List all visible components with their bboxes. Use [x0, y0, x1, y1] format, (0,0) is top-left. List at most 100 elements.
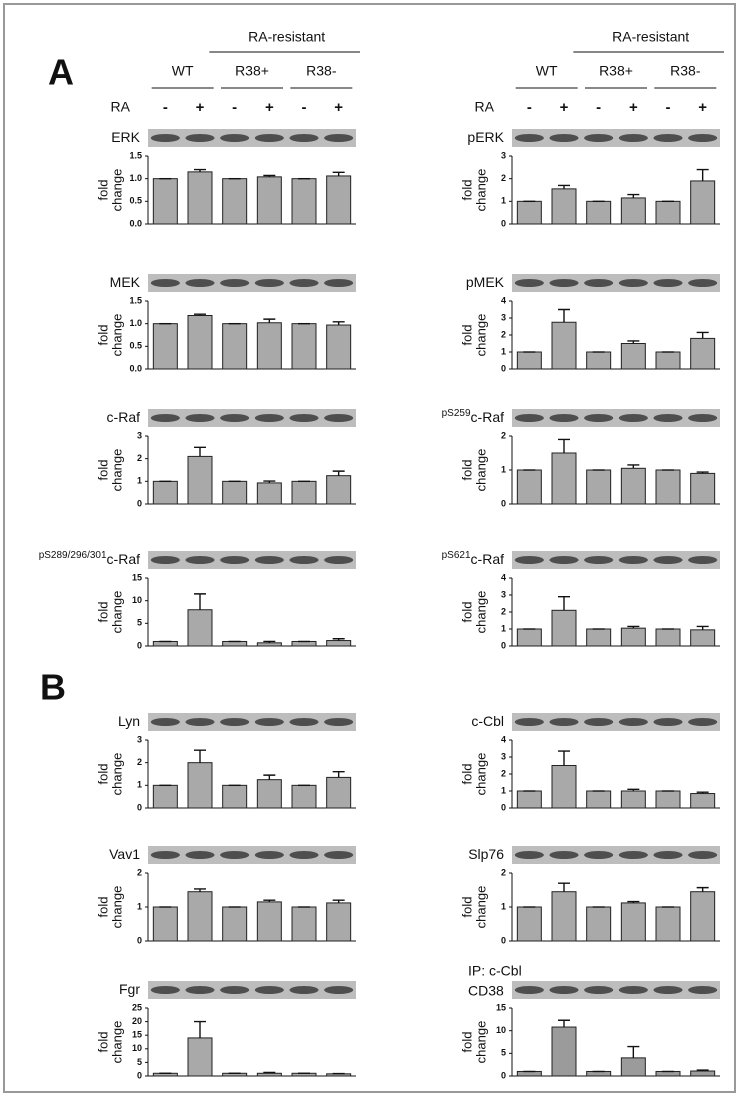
- treatment: -: [666, 99, 671, 116]
- blot-band: [324, 134, 354, 142]
- blot-band: [254, 134, 284, 142]
- bar: [620, 467, 646, 505]
- error-bar: [194, 1020, 206, 1038]
- blot-band: [584, 851, 614, 859]
- blot-band: [220, 556, 250, 564]
- y-tick-label: 4: [501, 734, 506, 744]
- error-bar: [627, 193, 640, 198]
- blot-band: [220, 986, 250, 994]
- blot-band: [549, 851, 579, 859]
- bar: [187, 171, 213, 225]
- y-axis-label: change: [109, 169, 124, 212]
- y-tick-label: 0.0: [129, 363, 142, 373]
- blot-label: Vav1: [109, 846, 140, 862]
- y-tick-label: 0: [137, 1070, 142, 1080]
- blot-label: Slp76: [468, 846, 504, 862]
- blot-band: [289, 279, 319, 287]
- bar: [256, 482, 282, 505]
- bar: [690, 472, 716, 505]
- blot: [512, 274, 720, 292]
- blot: [512, 981, 720, 999]
- blot-label: CD38: [468, 983, 504, 999]
- blot-band: [618, 134, 648, 142]
- blot-note: IP: c-Cbl: [468, 963, 522, 979]
- bar: [291, 480, 317, 505]
- error-bar: [696, 791, 709, 794]
- y-tick-label: 2: [501, 329, 506, 339]
- blot-band: [514, 414, 544, 422]
- group-name: R38+: [599, 63, 633, 79]
- bar: [256, 176, 282, 225]
- y-tick-label: 3: [501, 150, 506, 160]
- blot-label: Lyn: [118, 713, 140, 729]
- blot-band: [150, 986, 180, 994]
- y-tick-label: 15: [132, 572, 142, 582]
- treatment: -: [527, 99, 532, 116]
- blot-label-name: pMEK: [466, 274, 505, 290]
- blot-band: [618, 556, 648, 564]
- y-tick-label: 0: [501, 498, 506, 508]
- error-bar: [263, 318, 276, 323]
- y-tick-label: 0: [501, 1070, 506, 1080]
- error-bar: [194, 593, 206, 610]
- bar: [152, 480, 178, 505]
- blot-label-name: c-Cbl: [471, 713, 504, 729]
- treatment: -: [302, 99, 307, 116]
- blot-band: [549, 556, 579, 564]
- bar: [256, 779, 282, 809]
- blot-band: [584, 279, 614, 287]
- bar: [291, 323, 317, 370]
- bar: [620, 627, 646, 647]
- blot-band: [254, 851, 284, 859]
- error-bar: [558, 1019, 570, 1028]
- error-bar: [194, 168, 206, 172]
- bar: [551, 891, 577, 942]
- error-bar: [194, 749, 206, 763]
- blot-band: [688, 414, 718, 422]
- blot-label: pS259c-Raf: [442, 408, 504, 425]
- y-axis-label: change: [109, 314, 124, 357]
- y-tick-label: 2: [501, 430, 506, 440]
- treatment: +: [629, 99, 638, 116]
- blot-band: [653, 986, 683, 994]
- bar: [256, 642, 282, 647]
- blot: [512, 129, 720, 147]
- y-axis-label: fold: [459, 180, 474, 201]
- y-axis-label: fold: [459, 764, 474, 785]
- bar: [586, 906, 612, 942]
- bar: [256, 901, 282, 942]
- error-bar: [696, 331, 709, 339]
- blot-band: [653, 279, 683, 287]
- blot-label: Fgr: [119, 981, 140, 997]
- blot-band: [289, 851, 319, 859]
- blot-label-prefix: pS259: [442, 408, 471, 419]
- blot-band: [254, 556, 284, 564]
- blot-band: [688, 556, 718, 564]
- blot-label: ERK: [111, 129, 140, 145]
- error-bar: [558, 882, 570, 892]
- bar: [620, 343, 646, 370]
- y-axis-label: change: [473, 169, 488, 212]
- blot-band: [618, 851, 648, 859]
- blot-band: [324, 279, 354, 287]
- error-bar: [627, 788, 640, 791]
- error-bar: [627, 625, 640, 629]
- blot-band: [324, 556, 354, 564]
- blot-band: [289, 986, 319, 994]
- bar: [551, 765, 577, 809]
- bar: [256, 1072, 282, 1077]
- error-bar: [558, 308, 570, 323]
- y-tick-label: 0.5: [129, 341, 142, 351]
- blot: [512, 551, 720, 569]
- error-bar: [627, 340, 640, 344]
- bar: [222, 480, 248, 505]
- bar: [187, 762, 213, 809]
- bar: [551, 452, 577, 505]
- y-tick-label: 15: [132, 1030, 142, 1040]
- bar: [326, 640, 352, 647]
- error-bar: [332, 899, 345, 903]
- error-bar: [194, 446, 206, 457]
- y-tick-label: 5: [137, 618, 142, 628]
- blot-band: [185, 556, 215, 564]
